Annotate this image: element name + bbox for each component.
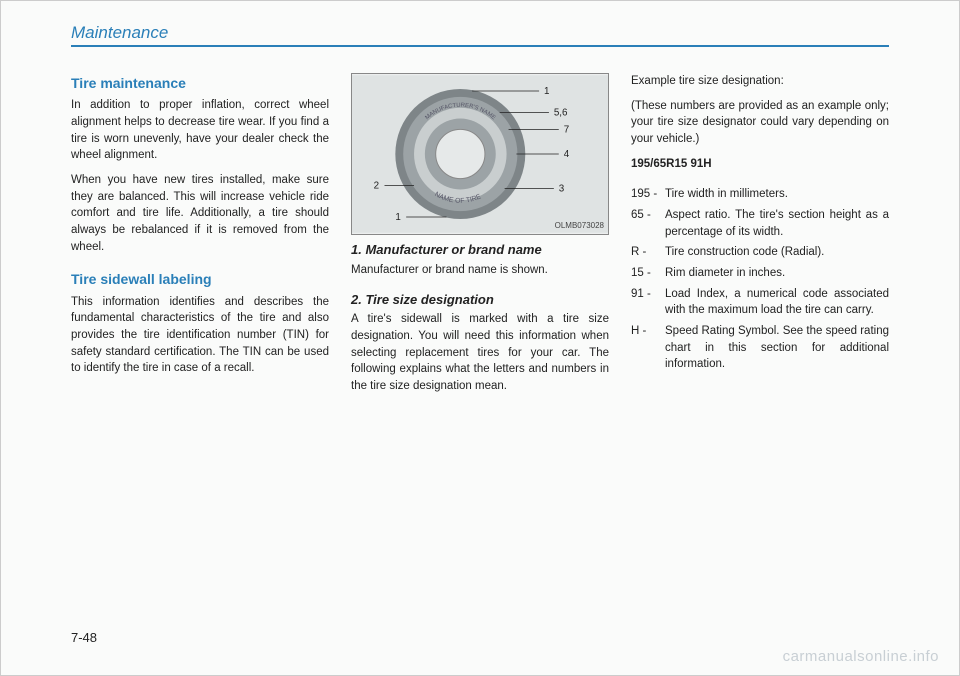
definition-row: 91 -Load Index, a numerical code associa… bbox=[631, 286, 889, 319]
body-text: Example tire size designation: bbox=[631, 73, 889, 90]
definition-value: Rim diameter in inches. bbox=[665, 265, 889, 282]
svg-text:2: 2 bbox=[374, 180, 379, 191]
definitions-list: 195 -Tire width in millimeters.65 -Aspec… bbox=[631, 186, 889, 373]
column-2: MANUFACTURER'S NAME NAME OF TIRE 1 5,6 7… bbox=[351, 73, 609, 403]
body-text: When you have new tires installed, make … bbox=[71, 172, 329, 255]
definition-row: 65 -Aspect ratio. The tire's section hei… bbox=[631, 207, 889, 240]
body-text: Manufacturer or brand name is shown. bbox=[351, 262, 609, 279]
page: Maintenance Tire maintenance In addition… bbox=[0, 0, 960, 676]
definition-value: Load Index, a numerical code associated … bbox=[665, 286, 889, 319]
definition-key: 195 - bbox=[631, 186, 665, 203]
heading-tire-sidewall: Tire sidewall labeling bbox=[71, 269, 329, 289]
subheading-1: 1. Manufacturer or brand name bbox=[351, 241, 609, 260]
svg-text:3: 3 bbox=[559, 183, 565, 194]
svg-text:4: 4 bbox=[564, 149, 570, 160]
definition-value: Speed Rating Symbol. See the speed ratin… bbox=[665, 323, 889, 373]
body-text: This information identifies and describe… bbox=[71, 294, 329, 377]
column-1: Tire maintenance In addition to proper i… bbox=[71, 73, 329, 403]
definition-key: 65 - bbox=[631, 207, 665, 240]
definition-row: H -Speed Rating Symbol. See the speed ra… bbox=[631, 323, 889, 373]
content-columns: Tire maintenance In addition to proper i… bbox=[71, 73, 889, 403]
heading-tire-maintenance: Tire maintenance bbox=[71, 73, 329, 93]
svg-text:5,6: 5,6 bbox=[554, 108, 568, 119]
definition-row: 195 -Tire width in millimeters. bbox=[631, 186, 889, 203]
tire-diagram-svg: MANUFACTURER'S NAME NAME OF TIRE 1 5,6 7… bbox=[352, 74, 608, 234]
definition-value: Tire construction code (Radial). bbox=[665, 244, 889, 261]
column-3: Example tire size designation: (These nu… bbox=[631, 73, 889, 403]
section-name: Maintenance bbox=[71, 23, 889, 43]
tire-figure: MANUFACTURER'S NAME NAME OF TIRE 1 5,6 7… bbox=[351, 73, 609, 235]
definition-key: H - bbox=[631, 323, 665, 373]
page-number: 7-48 bbox=[71, 630, 97, 645]
tire-code: 195/65R15 91H bbox=[631, 156, 889, 173]
body-text: (These numbers are provided as an exampl… bbox=[631, 98, 889, 148]
definition-key: R - bbox=[631, 244, 665, 261]
subheading-2: 2. Tire size designation bbox=[351, 291, 609, 310]
figure-code: OLMB073028 bbox=[555, 220, 604, 232]
definition-key: 91 - bbox=[631, 286, 665, 319]
watermark: carmanualsonline.info bbox=[783, 648, 939, 665]
body-text: A tire's sidewall is marked with a tire … bbox=[351, 311, 609, 394]
svg-text:7: 7 bbox=[564, 124, 569, 135]
header: Maintenance bbox=[71, 23, 889, 47]
definition-row: R -Tire construction code (Radial). bbox=[631, 244, 889, 261]
definition-row: 15 -Rim diameter in inches. bbox=[631, 265, 889, 282]
body-text: In addition to proper inflation, correct… bbox=[71, 97, 329, 164]
header-rule bbox=[71, 45, 889, 47]
svg-text:1: 1 bbox=[544, 86, 549, 97]
definition-key: 15 - bbox=[631, 265, 665, 282]
svg-text:1: 1 bbox=[395, 212, 400, 223]
definition-value: Aspect ratio. The tire's section height … bbox=[665, 207, 889, 240]
definition-value: Tire width in millimeters. bbox=[665, 186, 889, 203]
